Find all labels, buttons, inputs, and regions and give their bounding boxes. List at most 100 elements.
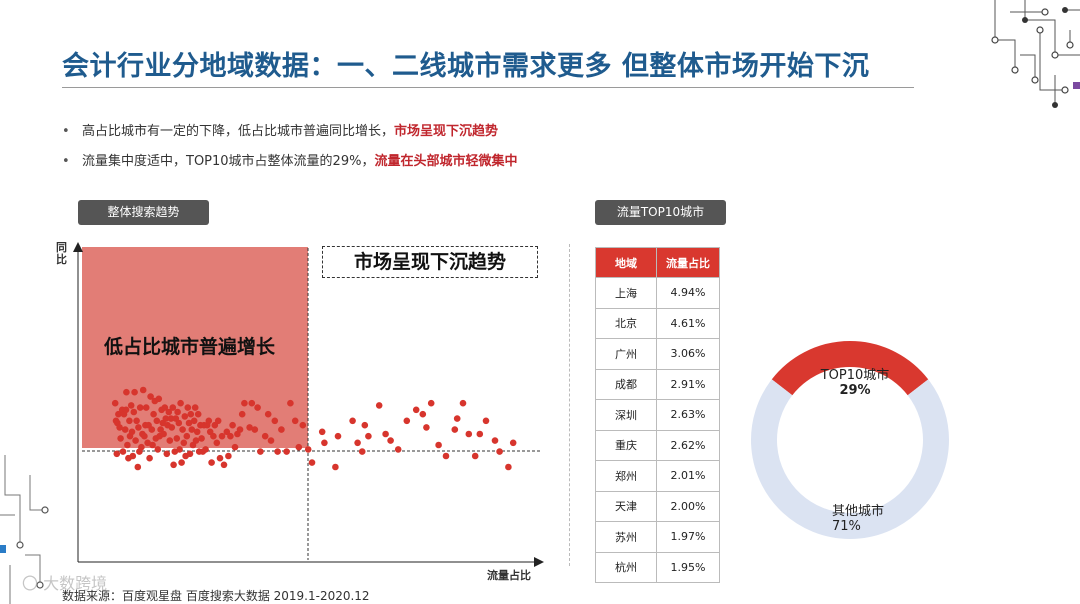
scatter-point	[394, 446, 402, 453]
scatter-point	[126, 417, 133, 425]
scatter-point	[403, 417, 411, 425]
share-cell: 3.06%	[656, 338, 720, 370]
scatter-point	[186, 450, 194, 458]
bullet-marker: •	[62, 124, 70, 139]
bullet-text: 高占比城市有一定的下降，低占比城市普遍同比增长，	[82, 124, 395, 139]
scatter-point	[287, 399, 294, 407]
scatter-point	[183, 432, 191, 440]
scatter-point	[435, 441, 442, 449]
scatter-point	[136, 404, 144, 411]
scatter-point	[318, 428, 326, 436]
scatter-point	[442, 452, 450, 460]
table-row: 北京 4.61%	[595, 307, 720, 339]
scatter-point	[193, 428, 201, 436]
donut-slice-top10	[771, 341, 929, 396]
scatter-point	[131, 388, 138, 396]
scatter-point	[210, 432, 217, 440]
scatter-point	[223, 428, 231, 436]
city-cell: 天津	[595, 490, 657, 522]
scatter-point	[161, 404, 169, 411]
scatter-point	[229, 421, 236, 429]
scatter-point	[133, 417, 140, 425]
page-title: 会计行业分地域数据：一、二线城市需求更多 但整体市场开始下沉	[62, 51, 870, 82]
share-cell: 2.00%	[656, 490, 720, 522]
scatter-point	[170, 461, 177, 469]
scatter-point	[213, 439, 221, 447]
circuit-decoration-bottom-left	[0, 455, 49, 604]
scatter-point	[334, 432, 342, 440]
share-cell: 1.97%	[656, 521, 720, 553]
scatter-point	[482, 417, 490, 425]
scatter-point	[248, 399, 256, 407]
column-header-share: 流量占比	[656, 247, 720, 278]
donut-chart	[751, 341, 949, 539]
scatter-point	[241, 399, 248, 407]
scatter-point	[471, 452, 479, 460]
scatter-point	[261, 432, 269, 440]
share-cell: 4.94%	[656, 277, 720, 309]
scatter-point	[139, 386, 147, 394]
scatter-point	[122, 406, 130, 414]
scatter-point	[231, 443, 239, 451]
city-cell: 北京	[595, 307, 657, 339]
scatter-point	[283, 448, 290, 455]
share-cell: 1.95%	[656, 551, 720, 583]
table-row: 郑州 2.01%	[595, 460, 720, 492]
scatter-point	[130, 408, 138, 416]
scatter-point	[111, 399, 119, 407]
scatter-point	[119, 448, 127, 455]
scatter-point	[113, 450, 121, 458]
city-cell: 上海	[595, 277, 657, 309]
table-row: 成都 2.91%	[595, 368, 720, 400]
scatter-point	[181, 413, 189, 420]
scatter-point	[175, 419, 183, 427]
scatter-point	[214, 417, 222, 425]
scatter-point	[192, 437, 200, 444]
donut-label-others-name: 其他城市	[832, 504, 885, 519]
scatter-point	[216, 454, 224, 462]
scatter-point	[128, 428, 136, 436]
scatter-point	[127, 402, 135, 409]
scatter-point	[123, 388, 130, 396]
scatter-point	[264, 410, 272, 418]
scatter-point	[208, 459, 215, 466]
scatter-point	[412, 406, 420, 414]
scatter-point	[365, 432, 372, 440]
scatter-point	[257, 448, 264, 455]
scatter-point	[185, 419, 193, 427]
scatter-point	[496, 448, 503, 455]
scatter-point	[453, 415, 461, 422]
scatter-point	[254, 404, 261, 411]
city-cell: 杭州	[595, 551, 657, 583]
scatter-point	[149, 441, 156, 449]
scatter-point	[225, 452, 232, 460]
watermark: 〇 大数跨境	[22, 574, 108, 593]
scatter-point	[116, 424, 123, 431]
title-divider	[62, 87, 914, 88]
scatter-point	[198, 435, 205, 442]
scatter-point	[349, 417, 356, 425]
scatter-point	[121, 426, 129, 433]
scatter-point	[299, 421, 307, 429]
donut-label-others-value: 71%	[832, 519, 861, 534]
table-row: 广州 3.06%	[595, 338, 720, 370]
scatter-point	[278, 426, 285, 433]
scatter-point	[134, 463, 142, 471]
scatter-point	[509, 439, 517, 447]
share-cell: 4.61%	[656, 307, 720, 339]
scatter-point	[141, 432, 148, 440]
scatter-point	[194, 410, 202, 418]
city-cell: 成都	[595, 368, 657, 400]
scatter-point	[180, 439, 188, 447]
scatter-point	[147, 393, 154, 400]
x-axis-arrow	[534, 557, 544, 567]
scatter-point	[308, 459, 316, 466]
bullet-text: 流量集中度适中，TOP10城市占整体流量的29%，	[82, 154, 375, 169]
city-cell: 重庆	[595, 429, 657, 461]
scatter-point	[251, 426, 259, 433]
scatter-point	[115, 410, 122, 418]
city-cell: 广州	[595, 338, 657, 370]
scatter-point	[132, 437, 139, 444]
scatter-point	[150, 410, 157, 418]
